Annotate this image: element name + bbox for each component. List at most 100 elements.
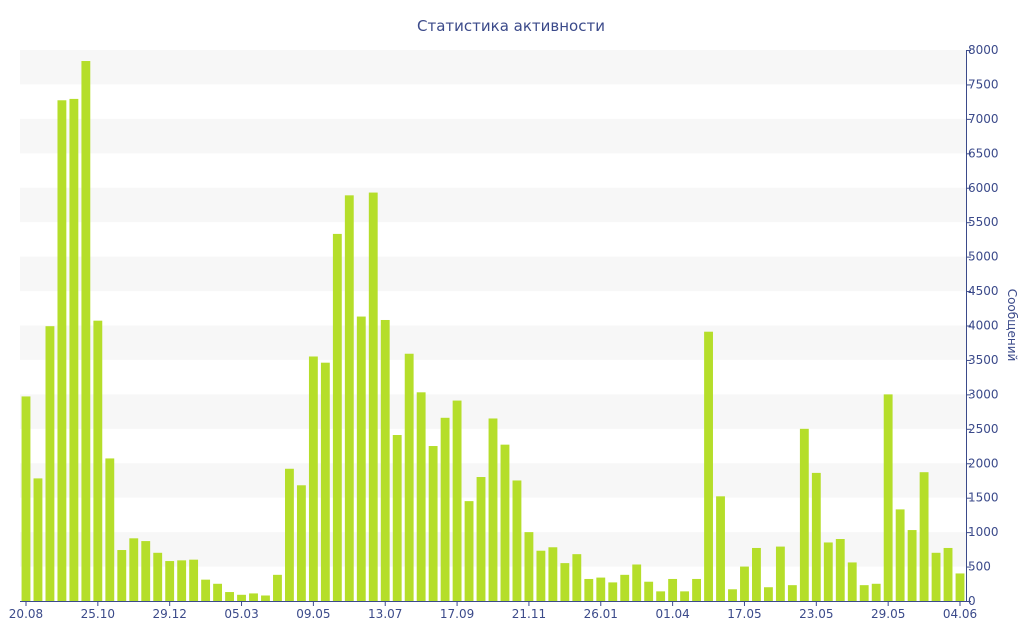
y-tick-label: 2500 — [968, 422, 999, 436]
bar — [141, 541, 151, 601]
bar — [237, 594, 246, 601]
bar — [572, 554, 582, 601]
bar — [919, 472, 929, 601]
bar — [871, 583, 881, 601]
bar — [955, 573, 965, 601]
bar — [153, 552, 163, 601]
bar — [81, 61, 91, 601]
x-tick-label: 01.04 — [655, 607, 689, 621]
bar — [668, 578, 678, 601]
y-tick-label: 2000 — [968, 456, 999, 470]
x-tick-label: 21.11 — [512, 607, 546, 621]
x-tick-label: 05.03 — [224, 607, 258, 621]
bar — [716, 496, 725, 601]
bar — [261, 595, 270, 601]
x-tick-label: 23.05 — [799, 607, 833, 621]
y-tick-label: 6000 — [968, 181, 999, 195]
bar — [93, 320, 103, 601]
bar — [129, 538, 139, 601]
grid-band — [20, 325, 966, 360]
x-tick-label: 17.05 — [727, 607, 761, 621]
axes: 0 500 1000 1500 2000 2500 3000 3500 4000 4500 5000… — [9, 43, 999, 621]
y-tick-label: 7000 — [968, 112, 999, 126]
bar — [45, 326, 55, 601]
bar — [895, 509, 905, 601]
y-tick-label: 8000 — [968, 43, 999, 57]
bar — [225, 592, 234, 601]
x-tick-label: 13.07 — [368, 607, 402, 621]
bar — [608, 582, 618, 601]
bar — [656, 591, 666, 601]
bar — [189, 559, 199, 601]
bar — [416, 392, 426, 601]
x-tick-label: 25.10 — [81, 607, 115, 621]
y-tick-label: 0 — [968, 594, 976, 608]
bar — [105, 458, 115, 601]
bar — [536, 550, 546, 601]
bar — [847, 562, 857, 601]
bar — [811, 472, 821, 601]
y-axis-label: Сообщений — [1005, 289, 1019, 362]
x-tick-label: 17.09 — [440, 607, 474, 621]
bar — [596, 577, 606, 601]
bar — [763, 587, 773, 601]
bar-series — [21, 61, 965, 602]
bar — [512, 480, 522, 601]
y-tick-label: 500 — [968, 560, 991, 574]
bar — [57, 100, 67, 601]
bar — [428, 446, 438, 601]
bar — [380, 319, 390, 601]
grid-band — [20, 187, 966, 223]
bar — [560, 563, 570, 601]
bar — [859, 585, 869, 601]
bar — [704, 331, 713, 601]
bar — [644, 581, 654, 601]
bar — [752, 547, 761, 601]
bar — [356, 316, 366, 601]
y-tick-label: 3000 — [968, 387, 999, 401]
bar — [165, 561, 175, 601]
x-tick-label: 09.05 — [296, 607, 330, 621]
y-tick-label: 5500 — [968, 215, 999, 229]
chart-title: Статистика активности — [417, 17, 605, 35]
bar — [632, 564, 642, 601]
bar — [476, 477, 486, 601]
bar — [332, 233, 342, 601]
grid-band — [20, 118, 966, 154]
bar — [584, 578, 594, 601]
y-tick-label: 1000 — [968, 525, 999, 539]
bar — [404, 353, 414, 601]
bar — [21, 396, 31, 601]
bar — [285, 468, 294, 601]
bar — [775, 546, 785, 601]
bar — [368, 192, 378, 601]
bar — [344, 195, 354, 601]
bar — [249, 593, 258, 601]
bar — [835, 539, 845, 601]
y-tick-label: 5000 — [968, 250, 999, 264]
bar — [823, 542, 833, 601]
bar — [213, 583, 223, 601]
bar — [548, 547, 558, 601]
bar — [524, 532, 534, 602]
bar — [117, 550, 127, 601]
bar — [308, 356, 318, 601]
bar — [931, 552, 941, 601]
bar — [620, 574, 630, 601]
y-tick-label: 1500 — [968, 491, 999, 505]
bar — [392, 435, 402, 601]
y-tick-label: 6500 — [968, 146, 999, 160]
grid-band — [20, 256, 966, 292]
bar — [273, 574, 282, 601]
x-tick-label: 29.05 — [871, 607, 905, 621]
bar — [500, 444, 510, 601]
bar — [69, 98, 79, 602]
y-tick-label: 7500 — [968, 77, 999, 91]
x-tick-label: 26.01 — [584, 607, 618, 621]
bar — [680, 591, 690, 601]
bar — [799, 428, 809, 601]
bar — [943, 547, 953, 601]
y-tick-label: 3500 — [968, 353, 999, 367]
bar — [296, 485, 306, 601]
